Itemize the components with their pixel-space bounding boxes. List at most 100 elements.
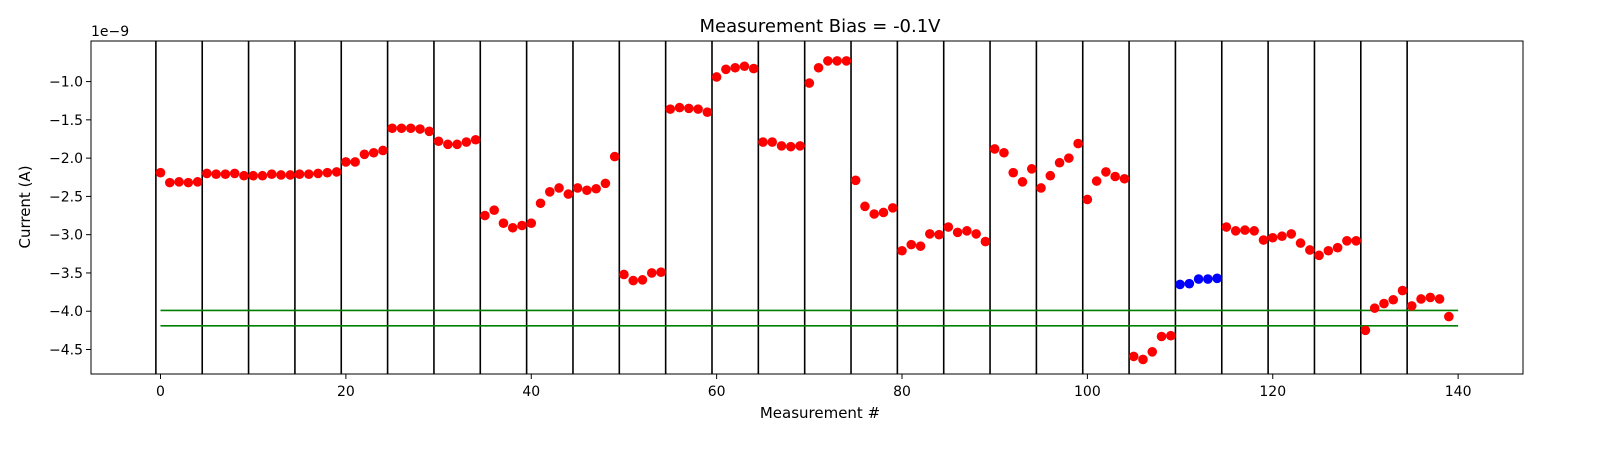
data-point (1379, 298, 1389, 309)
data-point (313, 168, 323, 179)
x-tick-label: 120 (1259, 384, 1286, 400)
data-point (276, 170, 286, 180)
data-point (304, 169, 314, 179)
y-tick-label: −1.0 (49, 75, 83, 91)
data-point (1388, 294, 1399, 305)
data-point (591, 183, 601, 194)
data-point (887, 203, 898, 213)
data-point (341, 157, 351, 167)
data-point (813, 62, 824, 73)
data-point (906, 239, 917, 250)
x-tick-label: 60 (708, 384, 726, 400)
data-point (211, 169, 221, 179)
data-point (1175, 279, 1185, 290)
data-point (1110, 171, 1120, 182)
x-tick-label: 0 (156, 384, 165, 400)
data-point (1342, 236, 1352, 246)
data-point (424, 126, 435, 137)
data-point (1128, 351, 1139, 362)
data-point (832, 56, 842, 66)
data-point (350, 157, 360, 167)
x-tick-label: 40 (522, 384, 540, 400)
data-point (915, 241, 926, 251)
data-point (656, 267, 666, 277)
x-tick-label: 20 (337, 384, 355, 400)
data-point (1351, 236, 1361, 246)
data-point (563, 189, 574, 199)
data-point (1295, 238, 1306, 248)
data-point (1267, 232, 1278, 243)
data-point (517, 220, 527, 231)
data-point (1240, 225, 1250, 235)
data-point (572, 183, 583, 193)
data-point (387, 123, 398, 134)
data-point (1212, 273, 1222, 284)
data-point (248, 170, 259, 181)
data-point (804, 78, 815, 88)
data-point (368, 147, 379, 158)
data-point (396, 123, 407, 134)
data-point (1073, 138, 1083, 149)
data-point (461, 137, 472, 147)
data-point (202, 168, 212, 179)
data-point (1305, 245, 1315, 255)
data-point (1332, 242, 1343, 253)
plot-area (155, 41, 1459, 374)
y-tick-label: −1.5 (49, 113, 83, 129)
y-tick-label: −3.0 (49, 228, 83, 244)
data-point (1193, 274, 1204, 284)
data-point (507, 222, 518, 233)
data-point (962, 226, 972, 236)
data-point (443, 139, 453, 150)
data-point (1138, 354, 1148, 365)
data-point (971, 229, 981, 239)
data-point (980, 236, 991, 247)
data-point (702, 107, 713, 117)
data-point (934, 229, 944, 240)
data-point (498, 218, 509, 228)
data-point (739, 61, 750, 72)
data-point (359, 149, 370, 160)
data-point (989, 144, 1000, 154)
data-point (795, 141, 805, 151)
y-tick-label: −4.0 (49, 304, 83, 320)
x-axis: 0 20 40 60 80 100 120 140 (156, 374, 1471, 400)
data-point (748, 63, 759, 74)
y-axis: −1.0 −1.5 −2.0 −2.5 −3.0 −3.5 −4.0 −4.5 (49, 75, 91, 359)
y-tick-label: −2.0 (49, 151, 83, 167)
data-point (878, 207, 889, 218)
x-axis-label: Measurement # (760, 404, 880, 422)
data-point (1277, 231, 1287, 242)
data-point (220, 169, 231, 179)
data-point (609, 151, 620, 162)
data-point (294, 169, 305, 179)
data-point (1369, 303, 1380, 313)
data-point (628, 275, 639, 286)
data-point (711, 72, 722, 82)
data-point (646, 268, 657, 278)
data-point (322, 167, 333, 178)
y-axis-label: Current (A) (16, 165, 34, 248)
data-point (1286, 229, 1297, 239)
data-point (1054, 157, 1065, 168)
data-point (544, 187, 555, 197)
data-point (1017, 177, 1028, 187)
data-point (1184, 278, 1195, 289)
data-point (183, 177, 194, 188)
data-point (285, 170, 296, 180)
chart-title: Measurement Bias = -0.1V (699, 16, 941, 37)
data-point (823, 56, 833, 66)
x-tick-label: 100 (1074, 384, 1101, 400)
data-point (925, 229, 935, 239)
data-point (1091, 176, 1102, 186)
data-point (600, 178, 611, 189)
data-point (470, 134, 481, 145)
data-point (693, 104, 703, 114)
data-point (1397, 285, 1408, 296)
data-point (164, 177, 175, 188)
data-point (869, 209, 879, 219)
data-point (1434, 294, 1445, 304)
data-point (721, 64, 731, 75)
data-point (1008, 167, 1019, 178)
data-point (239, 170, 249, 181)
